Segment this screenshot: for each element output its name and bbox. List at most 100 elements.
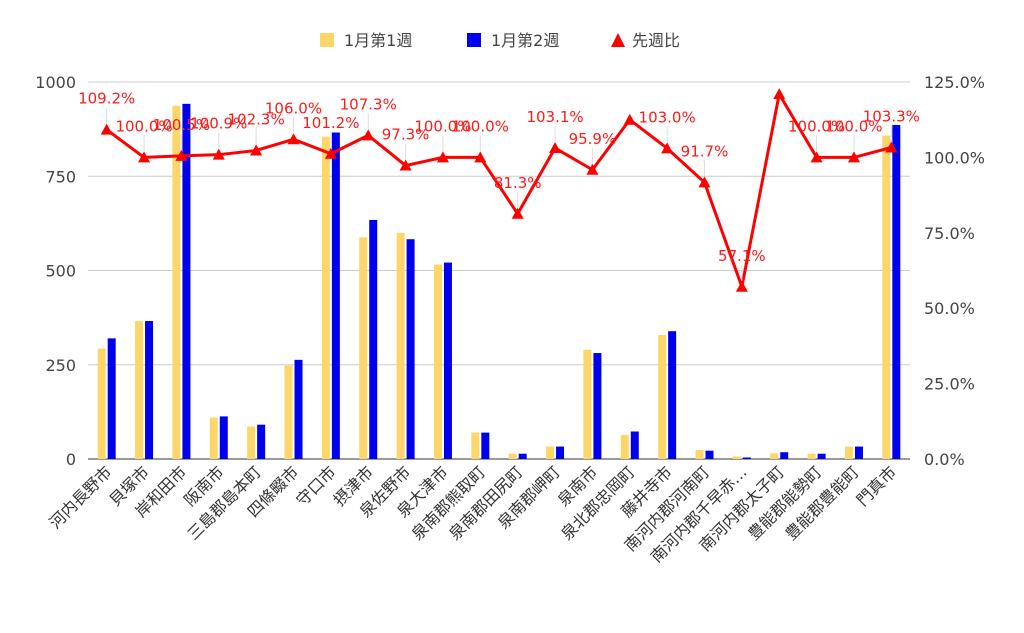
bar-week1 [807,453,816,459]
y-left-tick-label: 500 [45,262,76,281]
bar-week2 [257,424,266,459]
ratio-marker [773,88,786,100]
bar-week2 [780,452,789,459]
ratio-marker [250,144,263,156]
bar-week2 [443,262,452,459]
y-right-tick-label: 50.0% [924,299,975,318]
x-category-label: 門真市 [853,462,900,509]
legend: 1月第1週 1月第2週 先週比 [320,31,680,50]
data-label: 106.0% [265,99,322,117]
data-label: 100.0% [825,117,882,135]
bar-week1 [209,417,218,459]
legend-label-week1: 1月第1週 [344,31,412,50]
bar-week1 [359,237,368,459]
bar-week1 [658,334,667,459]
y-left-tick-label: 0 [66,450,76,469]
ratio-marker [287,133,300,145]
bar-week1 [508,453,517,459]
bar-week2 [369,219,378,459]
bar-week2 [107,338,116,459]
legend-label-week2: 1月第2週 [491,31,559,50]
y-right-tick-label: 125.0% [924,73,985,92]
bar-week1 [471,432,480,459]
bar-week2 [817,453,826,459]
data-label: 100.0% [452,117,509,135]
bar-week2 [892,124,901,459]
bar-week1 [882,135,891,459]
data-label: 100.5% [153,116,210,134]
bar-week2 [593,353,602,459]
ratio-marker [100,123,113,135]
ratio-marker [810,151,823,163]
bar-week1 [770,453,779,459]
data-label: 95.9% [569,130,617,148]
ratio-marker [847,151,860,163]
bar-week2 [742,457,751,459]
bar-week2 [854,446,863,459]
data-label: 103.0% [639,108,696,126]
data-label: 57.1% [718,247,766,265]
ratio-marker [661,142,674,154]
bar-week2 [518,453,527,459]
legend-swatch-week2 [467,33,481,47]
bar-week1 [284,365,293,459]
y-left-tick-label: 250 [45,356,76,375]
bar-week2 [145,321,154,459]
ratio-marker [586,163,599,175]
bar-week2 [705,450,714,459]
bar-week1 [732,456,741,459]
bar-week1 [620,434,629,459]
y-right-tick-label: 100.0% [924,148,985,167]
bar-week1 [172,105,181,459]
bar-week2 [182,103,191,459]
ratio-marker [324,147,337,159]
legend-marker-ratio [611,33,625,47]
ratio-marker [549,142,562,154]
legend-label-ratio: 先週比 [632,31,680,50]
ratio-marker [399,159,412,171]
bar-week1 [546,446,555,459]
ratio-marker [175,149,188,161]
ratio-marker [885,141,898,153]
bar-week1 [844,446,853,459]
y-right-tick-label: 0.0% [924,450,965,469]
y-left-tick-label: 750 [45,167,76,186]
data-label: 97.3% [382,126,430,144]
bar-week1 [695,449,704,459]
data-label: 103.3% [863,107,920,125]
ratio-marker [436,151,449,163]
data-label: 81.3% [494,174,542,192]
data-label: 109.2% [78,90,135,108]
bar-week2 [219,416,228,459]
data-label: 103.1% [526,108,583,126]
y-left-tick-label: 1000 [35,73,76,92]
ratio-marker [735,280,748,292]
bar-week2 [556,446,565,459]
legend-swatch-week1 [320,33,334,47]
ratio-marker [474,151,487,163]
data-label: 102.3% [228,110,285,128]
bar-week1 [97,348,106,459]
bar-week2 [294,359,303,459]
y-right-tick-label: 25.0% [924,375,975,394]
bar-week2 [406,239,415,459]
x-category-label: 守口市 [292,462,339,509]
data-label: 91.7% [681,142,729,160]
ratio-marker [623,113,636,125]
y-right-tick-label: 75.0% [924,224,975,243]
bar-week2 [481,432,490,459]
ratio-marker [362,129,375,141]
bar-week1 [321,136,330,460]
data-label: 100.0% [414,117,471,135]
data-label: 100.9% [190,115,247,133]
x-category-label: 河内長野市 [45,462,115,532]
ratio-marker [138,151,151,163]
ratio-line [105,92,892,289]
bar-week1 [583,349,592,459]
data-label: 101.2% [302,114,359,132]
bar-week2 [331,132,340,459]
data-label: 100.0% [115,117,172,135]
data-label: 107.3% [340,95,397,113]
